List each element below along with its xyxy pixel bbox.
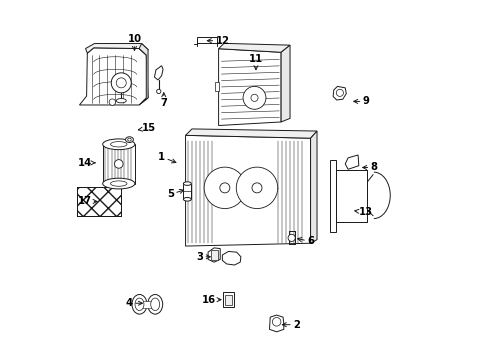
Text: 12: 12 <box>207 36 229 46</box>
Polygon shape <box>332 86 346 100</box>
Text: 2: 2 <box>282 320 299 330</box>
Text: 16: 16 <box>202 295 221 305</box>
Text: 1: 1 <box>158 152 176 163</box>
Circle shape <box>111 73 131 93</box>
Bar <box>183 184 191 199</box>
Bar <box>77 187 121 216</box>
Polygon shape <box>310 131 316 243</box>
Ellipse shape <box>135 298 143 311</box>
Ellipse shape <box>110 141 127 147</box>
Text: 9: 9 <box>353 96 368 107</box>
Bar <box>138 301 156 307</box>
Text: 8: 8 <box>362 162 377 172</box>
Text: 3: 3 <box>196 252 210 262</box>
Ellipse shape <box>127 138 131 141</box>
Polygon shape <box>215 82 218 91</box>
Text: 13: 13 <box>354 207 372 217</box>
Text: 7: 7 <box>160 93 167 108</box>
Circle shape <box>243 86 265 109</box>
Bar <box>223 292 233 307</box>
Polygon shape <box>218 43 289 52</box>
Polygon shape <box>345 155 358 169</box>
Ellipse shape <box>102 139 135 150</box>
Circle shape <box>114 159 123 168</box>
Ellipse shape <box>183 198 191 201</box>
Bar <box>77 187 121 216</box>
Bar <box>335 170 366 222</box>
Bar <box>211 249 217 260</box>
Polygon shape <box>207 248 220 262</box>
Text: 17: 17 <box>77 197 97 206</box>
Polygon shape <box>139 44 148 105</box>
Circle shape <box>116 78 126 88</box>
Polygon shape <box>80 48 148 105</box>
Bar <box>224 295 231 305</box>
Ellipse shape <box>110 181 127 186</box>
Polygon shape <box>329 160 335 232</box>
Ellipse shape <box>183 182 191 185</box>
Bar <box>335 170 366 222</box>
Text: 4: 4 <box>125 298 142 308</box>
Text: 15: 15 <box>138 123 156 133</box>
Polygon shape <box>222 251 241 265</box>
Circle shape <box>236 167 277 208</box>
Text: 6: 6 <box>297 237 313 247</box>
Bar <box>196 37 217 43</box>
Circle shape <box>250 94 258 102</box>
Polygon shape <box>218 49 281 126</box>
Circle shape <box>287 234 295 242</box>
Circle shape <box>336 89 343 96</box>
Polygon shape <box>281 45 289 122</box>
Ellipse shape <box>125 137 133 143</box>
Circle shape <box>203 167 245 208</box>
Polygon shape <box>154 66 163 80</box>
Circle shape <box>272 318 281 326</box>
Circle shape <box>251 183 262 193</box>
Ellipse shape <box>116 99 126 103</box>
Polygon shape <box>185 129 316 138</box>
Polygon shape <box>185 135 310 246</box>
Circle shape <box>156 89 161 94</box>
Ellipse shape <box>150 298 160 311</box>
Text: 5: 5 <box>167 189 183 199</box>
Text: 10: 10 <box>127 34 141 50</box>
Ellipse shape <box>147 294 163 314</box>
Text: 14: 14 <box>77 158 95 168</box>
Circle shape <box>220 183 229 193</box>
Ellipse shape <box>102 178 135 189</box>
Circle shape <box>109 99 115 105</box>
Polygon shape <box>269 315 283 332</box>
Polygon shape <box>85 44 148 55</box>
Ellipse shape <box>132 294 147 314</box>
Text: 11: 11 <box>248 54 263 70</box>
